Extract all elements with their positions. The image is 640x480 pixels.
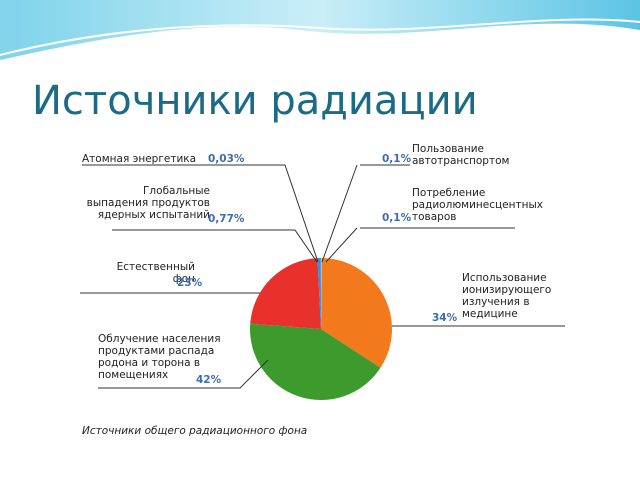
pie-slice	[321, 258, 392, 368]
pie-slice	[321, 258, 322, 329]
value-label: 42%	[196, 374, 222, 386]
value-label: 0,1%	[382, 153, 412, 165]
chart-caption: Источники общего радиационного фона	[82, 425, 308, 437]
value-label: 34%	[432, 312, 458, 324]
leader-lines	[80, 164, 565, 389]
slice-label: Естественный фон	[116, 261, 195, 285]
pie-slice	[250, 258, 321, 329]
slice-label: Глобальные выпадения продуктов ядерных и…	[86, 185, 210, 221]
slice-label: Атомная энергетика	[82, 153, 197, 165]
banner-line	[0, 18, 640, 56]
slice-label: Облучение населения продуктами распада р…	[98, 333, 221, 381]
slide-title: Источники радиации	[32, 78, 478, 124]
value-label: 0,1%	[382, 212, 412, 224]
value-label: 0,03%	[208, 153, 245, 165]
slice-label: Потребление радиолюминесцентных товаров	[412, 187, 543, 223]
value-label: 0,77%	[208, 213, 245, 225]
value-label: 23%	[177, 277, 203, 289]
pie-slice	[317, 258, 321, 329]
banner	[0, 0, 640, 60]
pie-slice	[250, 323, 381, 401]
slice-label: Пользование автотранспортом	[412, 143, 510, 167]
slice-label: Использование ионизирующего излучения в …	[462, 272, 552, 320]
